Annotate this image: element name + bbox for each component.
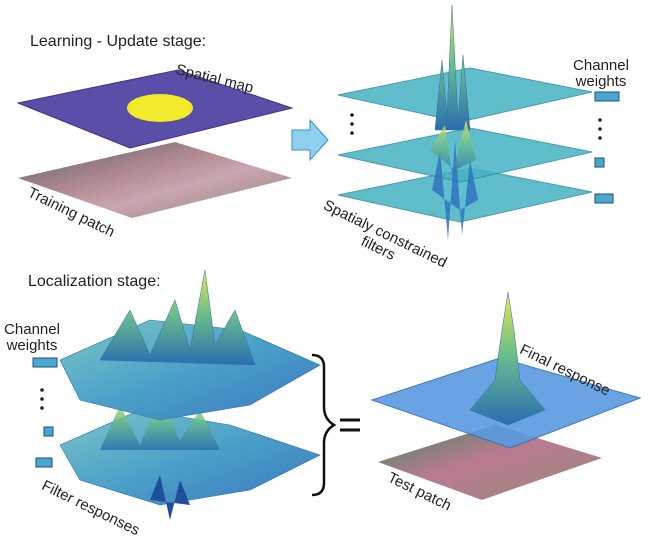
- dots: [40, 113, 602, 410]
- label: Channel weights: [573, 57, 629, 90]
- section-title: Learning - Update stage:: [30, 33, 207, 50]
- section-title: Localization stage:: [28, 273, 161, 290]
- final-response-peak: [469, 291, 546, 426]
- filter-response-surfaces: [59, 269, 321, 520]
- equals: [340, 418, 360, 432]
- filter-planes: [337, 4, 593, 240]
- label: Channel weights: [4, 321, 60, 354]
- test-patch-image: [378, 425, 602, 500]
- training-patch-image: [18, 142, 292, 218]
- brace: [311, 353, 337, 497]
- arrow: [291, 118, 329, 162]
- spatial-map-region: [127, 94, 193, 122]
- weight-boxes: [32, 91, 620, 468]
